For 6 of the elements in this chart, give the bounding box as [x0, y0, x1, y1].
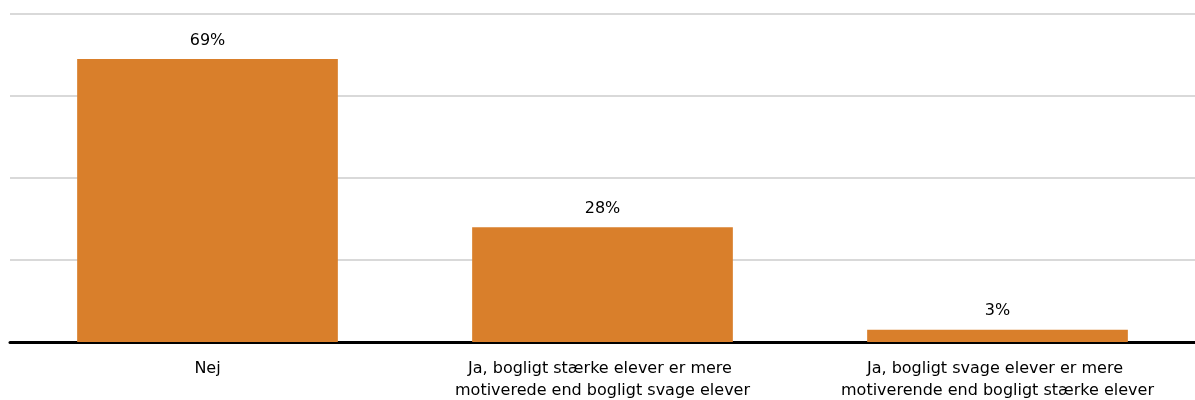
x-tick-label: Ja, bogligt svage elever er mere motiverende end bogligt stærke elever [841, 357, 1155, 399]
data-label: 69% [189, 29, 226, 49]
x-tick-label: Nej [194, 357, 221, 377]
data-label: 28% [584, 197, 621, 217]
x-tick-label: Ja, bogligt stærke elever er mere motiverede end bogligt svage elever [454, 357, 751, 399]
data-label: 3% [984, 300, 1011, 320]
